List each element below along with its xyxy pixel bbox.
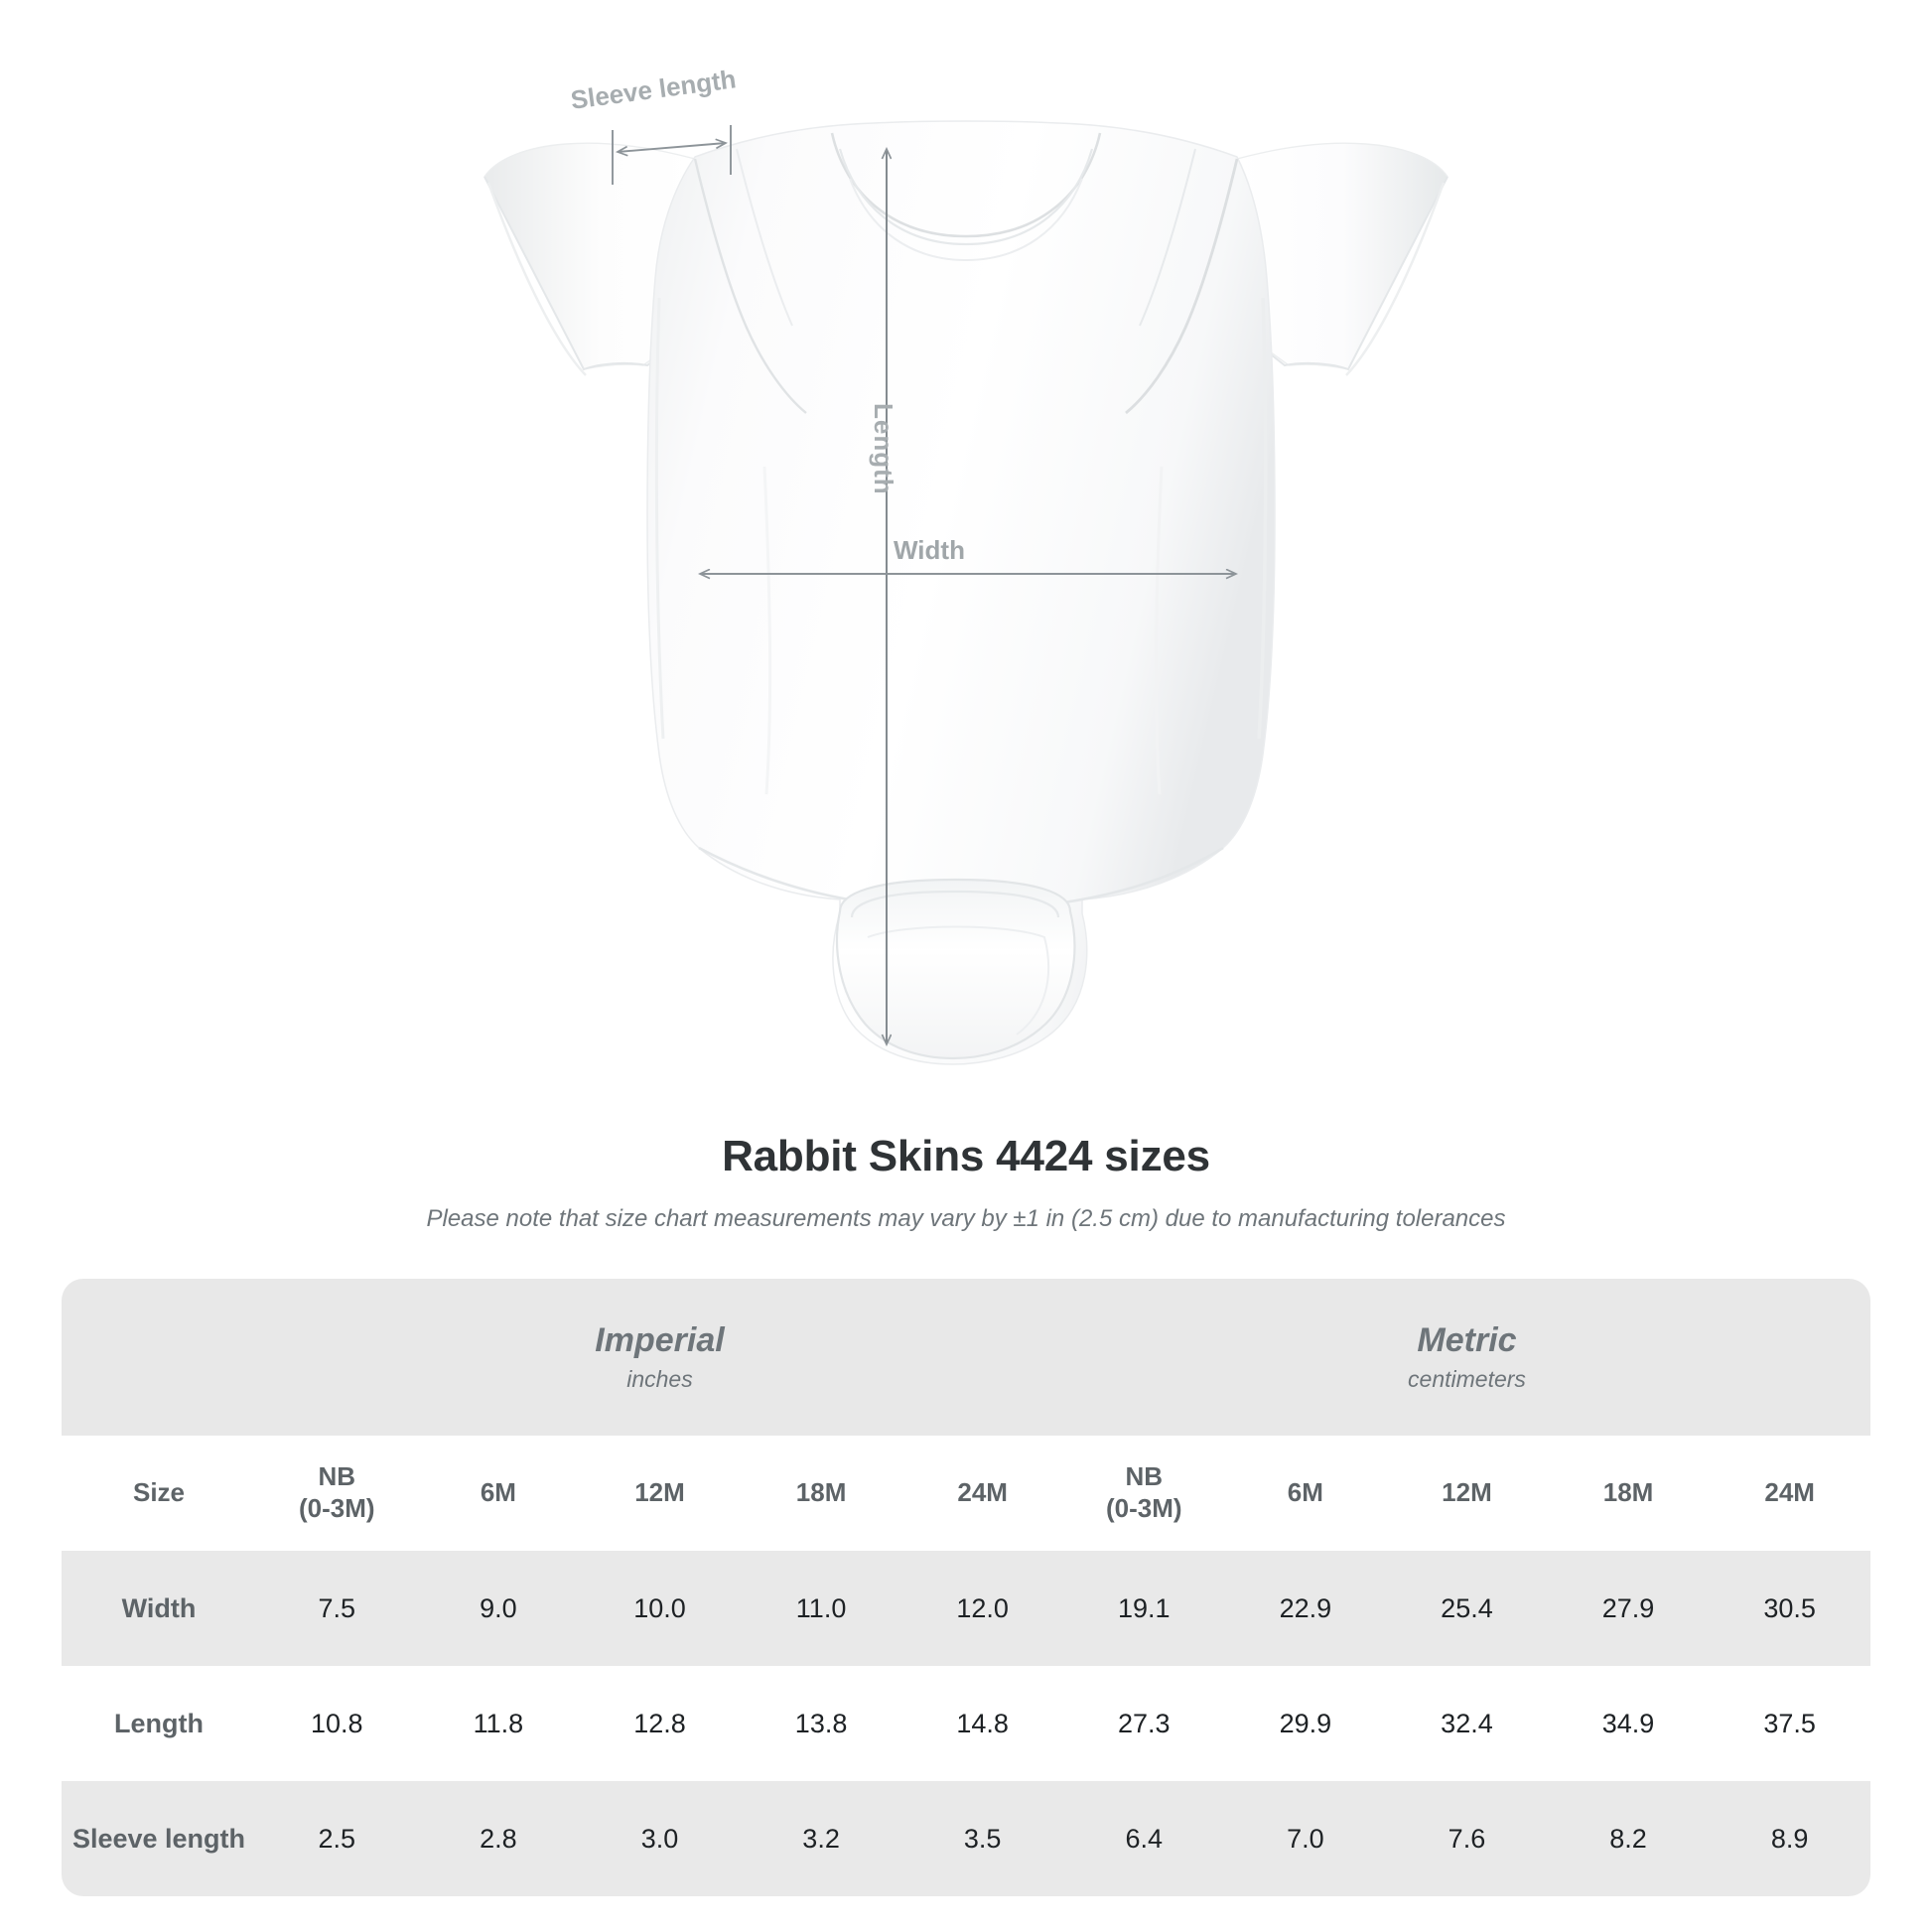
- unit-group-name: Imperial: [595, 1320, 725, 1359]
- right-sleeve: [1236, 142, 1449, 370]
- measurement-cell: 6.4: [1062, 1781, 1225, 1896]
- measurement-cell: 3.2: [740, 1781, 902, 1896]
- row-label-length: Length: [62, 1666, 256, 1781]
- bodysuit-drawing: [483, 120, 1449, 1065]
- unit-banner-row: Imperial inches Metric centimeters: [62, 1279, 1870, 1436]
- table-corner-cell: [62, 1279, 256, 1436]
- size-column-header: 12M: [1386, 1436, 1548, 1551]
- measurement-cell: 8.2: [1547, 1781, 1710, 1896]
- header-size-label: Size: [62, 1436, 256, 1551]
- size-column-header: 6M: [417, 1436, 580, 1551]
- size-column-header: 24M: [901, 1436, 1063, 1551]
- garment-silhouette: [483, 120, 1449, 1065]
- width-annotation-label: Width: [894, 535, 965, 565]
- size-column-header: NB (0-3M): [256, 1436, 418, 1551]
- crotch-snap-flap: [835, 878, 1076, 1060]
- measurement-cell: 3.5: [901, 1781, 1063, 1896]
- page-subtitle: Please note that size chart measurements…: [426, 1205, 1506, 1232]
- measurement-cell: 29.9: [1224, 1666, 1387, 1781]
- measurement-cell: 11.0: [740, 1551, 902, 1666]
- measurement-cell: 14.8: [901, 1666, 1063, 1781]
- length-annotation-label: Length: [869, 403, 898, 495]
- measurement-cell: 2.5: [256, 1781, 418, 1896]
- unit-group-units: centimeters: [1408, 1366, 1526, 1393]
- size-column-header: 18M: [1547, 1436, 1710, 1551]
- measurement-cell: 7.5: [256, 1551, 418, 1666]
- unit-group-name: Metric: [1417, 1320, 1517, 1359]
- measurement-cell: 25.4: [1386, 1551, 1548, 1666]
- size-chart-table: Imperial inches Metric centimeters Size NB (0-…: [62, 1279, 1870, 1896]
- measurement-cell: 12.0: [901, 1551, 1063, 1666]
- measurement-cell: 7.0: [1224, 1781, 1387, 1896]
- neck-inner: [838, 148, 1094, 246]
- size-header-row: Size NB (0-3M) 6M 12M 18M 24M NB (0-3M) 6M 12M 18M 2…: [62, 1436, 1870, 1551]
- size-column-header: 6M: [1224, 1436, 1387, 1551]
- left-shoulder-seam: [693, 158, 807, 414]
- measurement-cell: 2.8: [417, 1781, 580, 1896]
- measurement-cell: 27.9: [1547, 1551, 1710, 1666]
- measurement-cell: 10.8: [256, 1666, 418, 1781]
- measurement-cell: 8.9: [1709, 1781, 1870, 1896]
- measurement-cell: 30.5: [1709, 1551, 1870, 1666]
- size-column-header: 12M: [579, 1436, 741, 1551]
- measurement-cell: 10.0: [579, 1551, 741, 1666]
- measurement-cell: 9.0: [417, 1551, 580, 1666]
- row-label-width: Width: [62, 1551, 256, 1666]
- unit-group-imperial: Imperial inches: [256, 1279, 1063, 1436]
- sleeve-length-arrow: [618, 143, 726, 152]
- measurement-cell: 37.5: [1709, 1666, 1870, 1781]
- measurement-cell: 11.8: [417, 1666, 580, 1781]
- measurement-cell: 12.8: [579, 1666, 741, 1781]
- measurement-cell: 32.4: [1386, 1666, 1548, 1781]
- measurement-cell: 13.8: [740, 1666, 902, 1781]
- table-row: Sleeve length 2.5 2.8 3.0 3.2 3.5 6.4 7.0 7.6 8.2…: [62, 1781, 1870, 1896]
- size-chart-table-container: Imperial inches Metric centimeters Size NB (0-…: [62, 1279, 1870, 1896]
- measurement-cell: 19.1: [1062, 1551, 1225, 1666]
- measurement-cell: 3.0: [579, 1781, 741, 1896]
- unit-group-metric: Metric centimeters: [1062, 1279, 1870, 1436]
- measurement-cell: 27.3: [1062, 1666, 1225, 1781]
- unit-group-units: inches: [626, 1366, 693, 1393]
- measurement-cell: 34.9: [1547, 1666, 1710, 1781]
- garment-illustration: Sleeve length Length Width: [483, 64, 1449, 1065]
- size-column-header: 18M: [740, 1436, 902, 1551]
- table-row: Width 7.5 9.0 10.0 11.0 12.0 19.1 22.9 25.4 27.9 3…: [62, 1551, 1870, 1666]
- measurement-cell: 7.6: [1386, 1781, 1548, 1896]
- size-column-header: NB (0-3M): [1062, 1436, 1225, 1551]
- table-row: Length 10.8 11.8 12.8 13.8 14.8 27.3 29.9 32.4 34…: [62, 1666, 1870, 1781]
- measurement-lines: [612, 125, 1236, 1044]
- row-label-sleeve-length: Sleeve length: [62, 1781, 256, 1896]
- right-shoulder-seam: [1125, 158, 1239, 415]
- size-column-header: 24M: [1709, 1436, 1870, 1551]
- measurement-cell: 22.9: [1224, 1551, 1387, 1666]
- page-title: Rabbit Skins 4424 sizes: [722, 1132, 1210, 1180]
